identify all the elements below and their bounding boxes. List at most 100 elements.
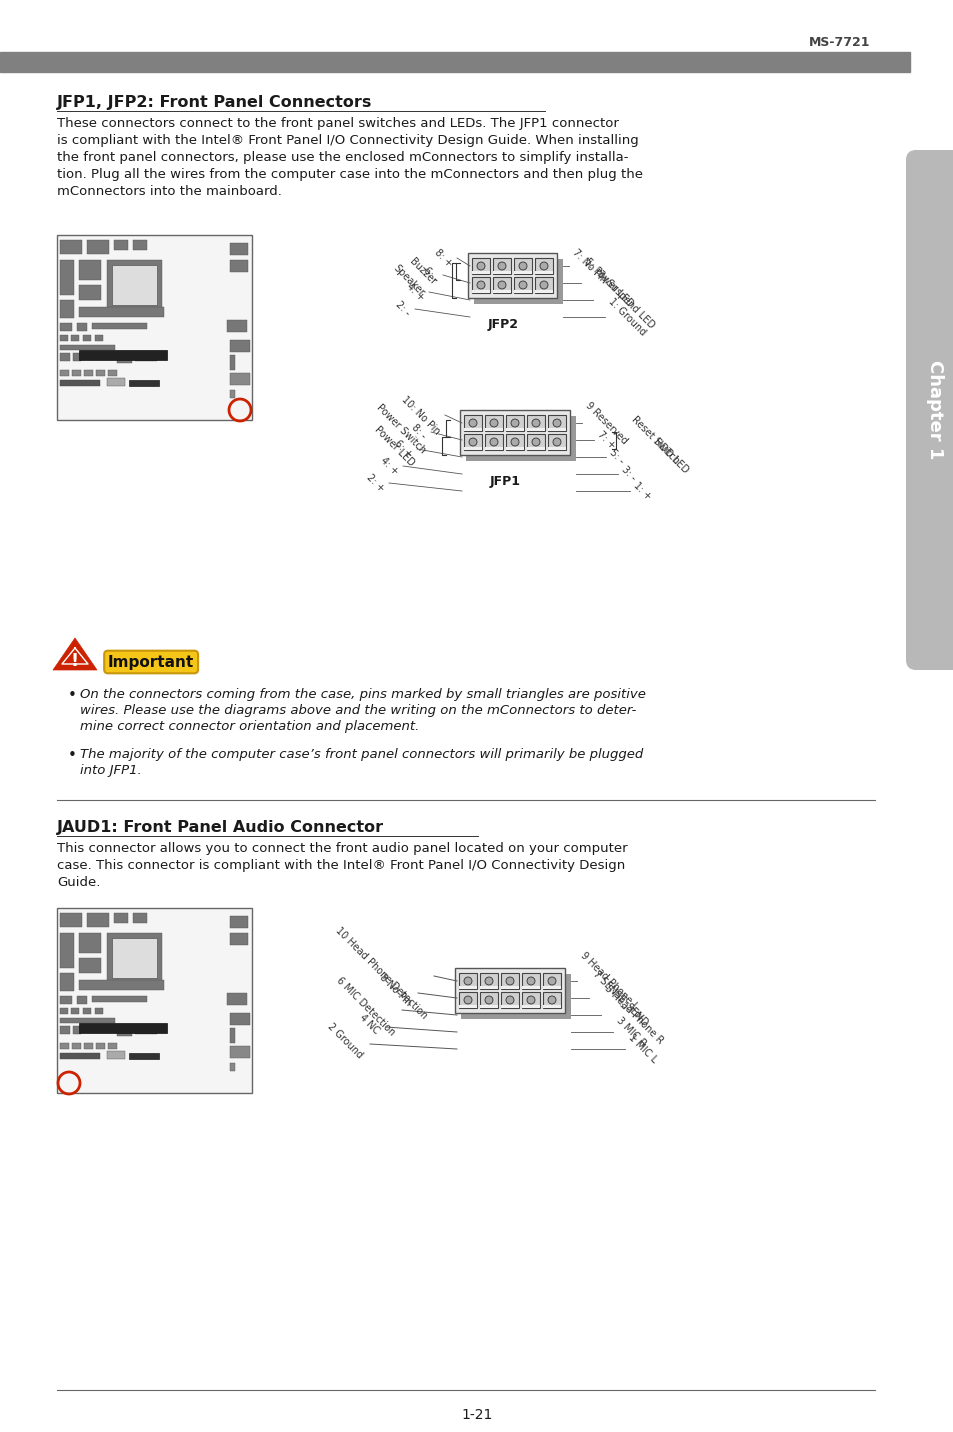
Bar <box>535 276 553 294</box>
Bar <box>117 354 132 362</box>
Text: 1: Ground: 1: Ground <box>606 296 647 338</box>
Bar <box>60 1053 100 1060</box>
Text: JFP1: JFP1 <box>490 475 520 488</box>
Bar <box>107 261 162 309</box>
Bar <box>84 1025 113 1031</box>
Circle shape <box>518 281 526 289</box>
Bar <box>73 354 81 361</box>
Text: wires. Please use the diagrams above and the writing on the mConnectors to deter: wires. Please use the diagrams above and… <box>80 705 636 717</box>
Bar <box>500 972 518 990</box>
Circle shape <box>518 262 526 271</box>
Text: the front panel connectors, please use the enclosed mConnectors to simplify inst: the front panel connectors, please use t… <box>57 150 628 165</box>
Bar <box>95 335 103 341</box>
Circle shape <box>547 977 556 985</box>
Bar <box>459 410 569 455</box>
Bar <box>230 372 250 385</box>
Bar <box>77 997 87 1004</box>
Text: Guide.: Guide. <box>57 876 100 889</box>
Bar <box>463 415 481 431</box>
Bar <box>493 291 511 294</box>
Text: Buzzer: Buzzer <box>407 256 437 286</box>
Bar <box>484 415 502 431</box>
Bar <box>472 276 490 294</box>
Text: !: ! <box>71 652 79 670</box>
Text: These connectors connect to the front panel switches and LEDs. The JFP1 connecto: These connectors connect to the front pa… <box>57 117 618 130</box>
Bar <box>463 428 481 431</box>
Circle shape <box>490 438 497 445</box>
Bar <box>60 1008 68 1014</box>
Bar <box>468 253 557 298</box>
Bar <box>96 369 105 377</box>
Bar <box>542 987 560 990</box>
Text: tion. Plug all the wires from the computer case into the mConnectors and then pl: tion. Plug all the wires from the comput… <box>57 168 642 180</box>
Circle shape <box>526 997 535 1004</box>
Circle shape <box>497 281 505 289</box>
Bar <box>505 447 523 450</box>
Bar <box>230 916 248 928</box>
Circle shape <box>505 997 514 1004</box>
Bar <box>455 968 564 1012</box>
Bar <box>83 335 91 341</box>
Bar <box>107 378 125 387</box>
Bar <box>135 354 157 361</box>
Text: case. This connector is compliant with the Intel® Front Panel I/O Connectivity D: case. This connector is compliant with t… <box>57 859 624 872</box>
Bar <box>484 447 502 450</box>
Text: 4: +: 4: + <box>378 455 399 477</box>
Circle shape <box>539 281 547 289</box>
Text: 4: +: 4: + <box>404 281 426 302</box>
Bar <box>547 428 565 431</box>
Bar <box>463 447 481 450</box>
Circle shape <box>476 281 484 289</box>
Bar <box>79 979 164 990</box>
Bar <box>132 241 147 251</box>
Text: On the connectors coming from the case, pins marked by small triangles are posit: On the connectors coming from the case, … <box>80 687 645 702</box>
Bar <box>472 291 490 294</box>
Bar <box>535 291 553 294</box>
Bar <box>542 992 560 1008</box>
Circle shape <box>497 262 505 271</box>
Text: 7: No Pin: 7: No Pin <box>571 246 608 285</box>
Bar <box>71 1008 79 1014</box>
Text: 10 Head Phone Detection: 10 Head Phone Detection <box>334 925 429 1021</box>
Bar <box>230 1012 250 1025</box>
Bar <box>526 434 544 450</box>
Circle shape <box>532 420 539 427</box>
Bar <box>87 914 109 927</box>
Circle shape <box>553 438 560 445</box>
Bar <box>479 987 497 990</box>
Circle shape <box>526 977 535 985</box>
Text: JFP1, JFP2: Front Panel Connectors: JFP1, JFP2: Front Panel Connectors <box>57 95 372 110</box>
Bar <box>60 1018 115 1022</box>
Circle shape <box>511 438 518 445</box>
Text: 5: -: 5: - <box>607 448 626 467</box>
Bar <box>112 265 157 305</box>
Text: 6: -: 6: - <box>421 266 439 284</box>
Bar <box>79 958 101 972</box>
Bar <box>129 1053 159 1060</box>
Circle shape <box>463 977 472 985</box>
Bar <box>108 369 117 377</box>
Bar <box>458 972 476 990</box>
Text: into JFP1.: into JFP1. <box>80 765 142 778</box>
Text: 1: +: 1: + <box>631 480 653 501</box>
Bar <box>60 972 74 991</box>
Bar <box>547 434 565 450</box>
Text: 6 MIC Detection: 6 MIC Detection <box>335 975 396 1038</box>
Bar <box>79 261 101 281</box>
Text: Reset Switch: Reset Switch <box>629 415 680 467</box>
Bar <box>230 390 234 398</box>
Bar <box>505 415 523 431</box>
Bar <box>91 997 147 1002</box>
Text: 3: Suspend LED: 3: Suspend LED <box>595 269 656 331</box>
Bar <box>514 291 532 294</box>
Text: MS-7721: MS-7721 <box>807 36 869 49</box>
Bar <box>474 259 562 304</box>
Bar <box>60 335 68 341</box>
Bar <box>535 258 553 274</box>
Text: Speaker: Speaker <box>391 263 426 298</box>
Circle shape <box>553 420 560 427</box>
Circle shape <box>539 262 547 271</box>
Bar <box>500 992 518 1008</box>
Bar <box>463 434 481 450</box>
Circle shape <box>463 997 472 1004</box>
